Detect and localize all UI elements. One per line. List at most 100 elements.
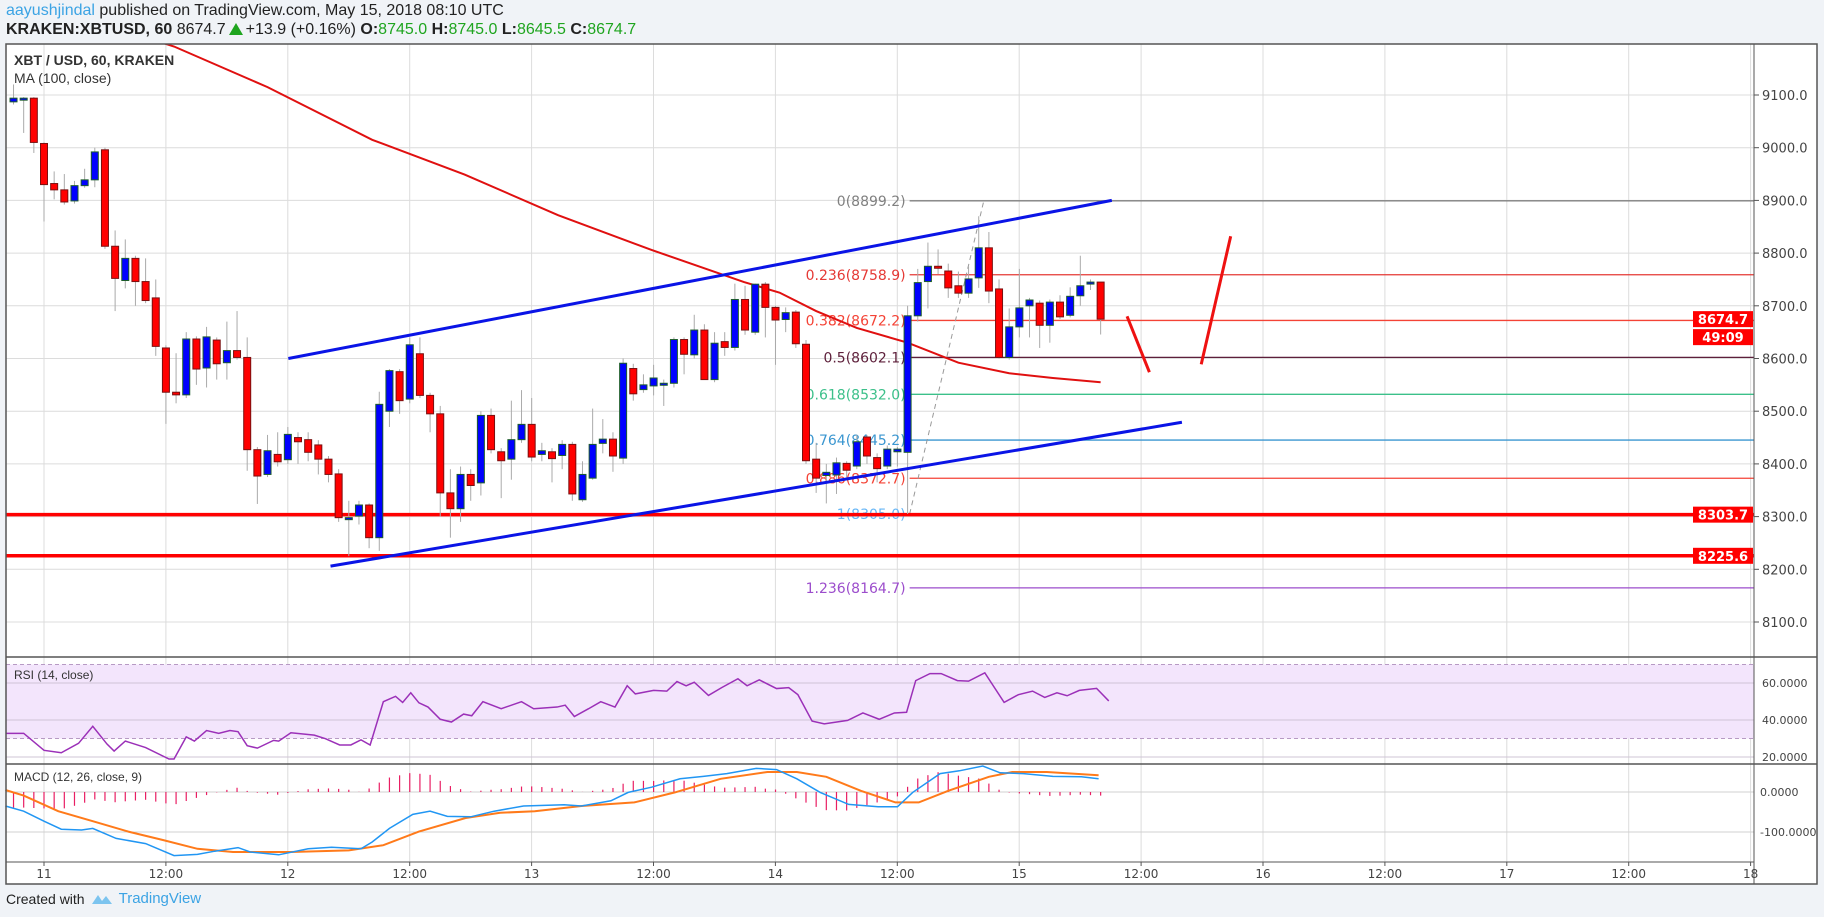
candle-down — [233, 350, 242, 358]
fib-level-label: 0.764(8445.2) — [806, 433, 906, 449]
candle-down — [873, 457, 882, 470]
rsi-pane — [6, 664, 1754, 760]
rsi-tick-label: 40.0000 — [1762, 714, 1808, 727]
candle-up — [283, 433, 292, 461]
rsi-legend: RSI (14, close) — [14, 668, 94, 682]
support-price-tag-bg — [1693, 547, 1753, 564]
macd-tick-label: -100.0000 — [1760, 826, 1816, 839]
close-value: 8674.7 — [587, 21, 637, 38]
price-tick-label: 8600.0 — [1762, 353, 1808, 368]
macd-tick-label: 0.0000 — [1760, 786, 1799, 799]
candle-down — [446, 492, 455, 510]
time-tick-label: 12:00 — [1611, 867, 1646, 881]
fib-level-label: 1.236(8164.7) — [806, 581, 906, 597]
candle-up — [832, 462, 841, 476]
low-label: L: — [501, 21, 517, 38]
tradingview-link[interactable]: TradingView — [118, 890, 202, 907]
candle-down — [131, 257, 140, 283]
candle-down — [111, 245, 120, 279]
candle-up — [182, 338, 191, 396]
candle-down — [741, 298, 750, 331]
macd-legend: MACD (12, 26, close, 9) — [14, 770, 143, 784]
candle-down — [314, 444, 323, 460]
candle-up — [639, 384, 648, 391]
created-with-text: Created with — [6, 890, 85, 907]
candle-up — [974, 247, 983, 279]
last-price: 8674.7 — [176, 21, 226, 38]
candle-down — [161, 347, 170, 393]
candle-down — [791, 311, 800, 345]
candle-up — [923, 265, 932, 283]
candle-up — [822, 471, 831, 476]
support-price-tag-bg — [1693, 506, 1753, 523]
candle-up — [730, 298, 739, 348]
macd-line — [5, 765, 1099, 857]
time-tick-label: 18 — [1743, 867, 1758, 881]
time-tick-label: 12:00 — [880, 867, 915, 881]
time-tick-label: 11 — [36, 867, 51, 881]
candle-down — [436, 413, 445, 494]
candle-down — [151, 297, 160, 347]
candle-down — [812, 458, 821, 479]
support-price-tag: 8225.6 — [1698, 550, 1748, 565]
candle-down — [273, 453, 282, 463]
candle-up — [517, 423, 526, 441]
rsi-tick-label: 60.0000 — [1762, 677, 1808, 690]
candle-up — [476, 414, 485, 484]
candle-up — [903, 315, 912, 453]
candle-up — [80, 179, 89, 187]
main-pane: 0(8899.2)0.236(8758.9)0.382(8672.2)0.5(8… — [6, 44, 1754, 597]
candle-up — [669, 339, 678, 384]
candle-down — [294, 437, 302, 443]
candle-down — [324, 458, 333, 475]
candle-down — [334, 473, 343, 519]
open-label: O: — [360, 21, 379, 38]
candle-down — [40, 142, 48, 186]
candle-down — [487, 414, 496, 451]
time-tick-label: 12:00 — [1124, 867, 1159, 881]
candle-up — [852, 441, 861, 467]
candle-up — [70, 185, 79, 202]
price-tick-label: 8300.0 — [1762, 511, 1808, 526]
candle-up — [781, 312, 790, 321]
candle-up — [121, 257, 130, 282]
candle-up — [90, 151, 99, 181]
candle-down — [680, 339, 689, 355]
author-link[interactable]: aayushjindal — [6, 2, 95, 19]
candle-up — [710, 342, 719, 381]
candle-up — [202, 336, 211, 369]
candle-down — [1056, 301, 1064, 318]
candle-up — [9, 97, 18, 103]
candle-down — [995, 288, 1004, 358]
candle-down — [862, 436, 871, 457]
candle-down — [466, 473, 475, 487]
candle-up — [751, 283, 760, 333]
candle-up — [883, 448, 892, 467]
time-tick-label: 14 — [768, 867, 783, 881]
upper-channel-trendline — [288, 198, 1113, 360]
price-tick-label: 8700.0 — [1762, 300, 1808, 315]
candle-up — [598, 438, 607, 444]
candle-down — [100, 149, 109, 247]
lower-channel-trendline — [330, 420, 1183, 568]
candle-down — [761, 283, 770, 308]
last-price-tag: 8674.7 — [1698, 313, 1748, 328]
candle-up — [19, 97, 28, 101]
fib-level-label: 0.886(8372.7) — [806, 471, 906, 487]
candle-up — [456, 473, 465, 510]
macd-signal-line — [5, 771, 1099, 853]
time-tick-label: 15 — [1012, 867, 1027, 881]
candle-down — [954, 285, 963, 294]
candle-down — [700, 329, 709, 381]
price-tick-label: 8200.0 — [1762, 563, 1808, 578]
candle-down — [934, 265, 943, 269]
price-tick-label: 9100.0 — [1762, 89, 1808, 104]
candle-up — [1066, 295, 1075, 316]
low-value: 8645.5 — [516, 21, 566, 38]
ma-legend: MA (100, close) — [14, 70, 112, 86]
price-tick-label: 8100.0 — [1762, 616, 1808, 631]
candle-up — [405, 344, 414, 400]
candle-down — [253, 449, 262, 477]
close-label: C: — [570, 21, 588, 38]
